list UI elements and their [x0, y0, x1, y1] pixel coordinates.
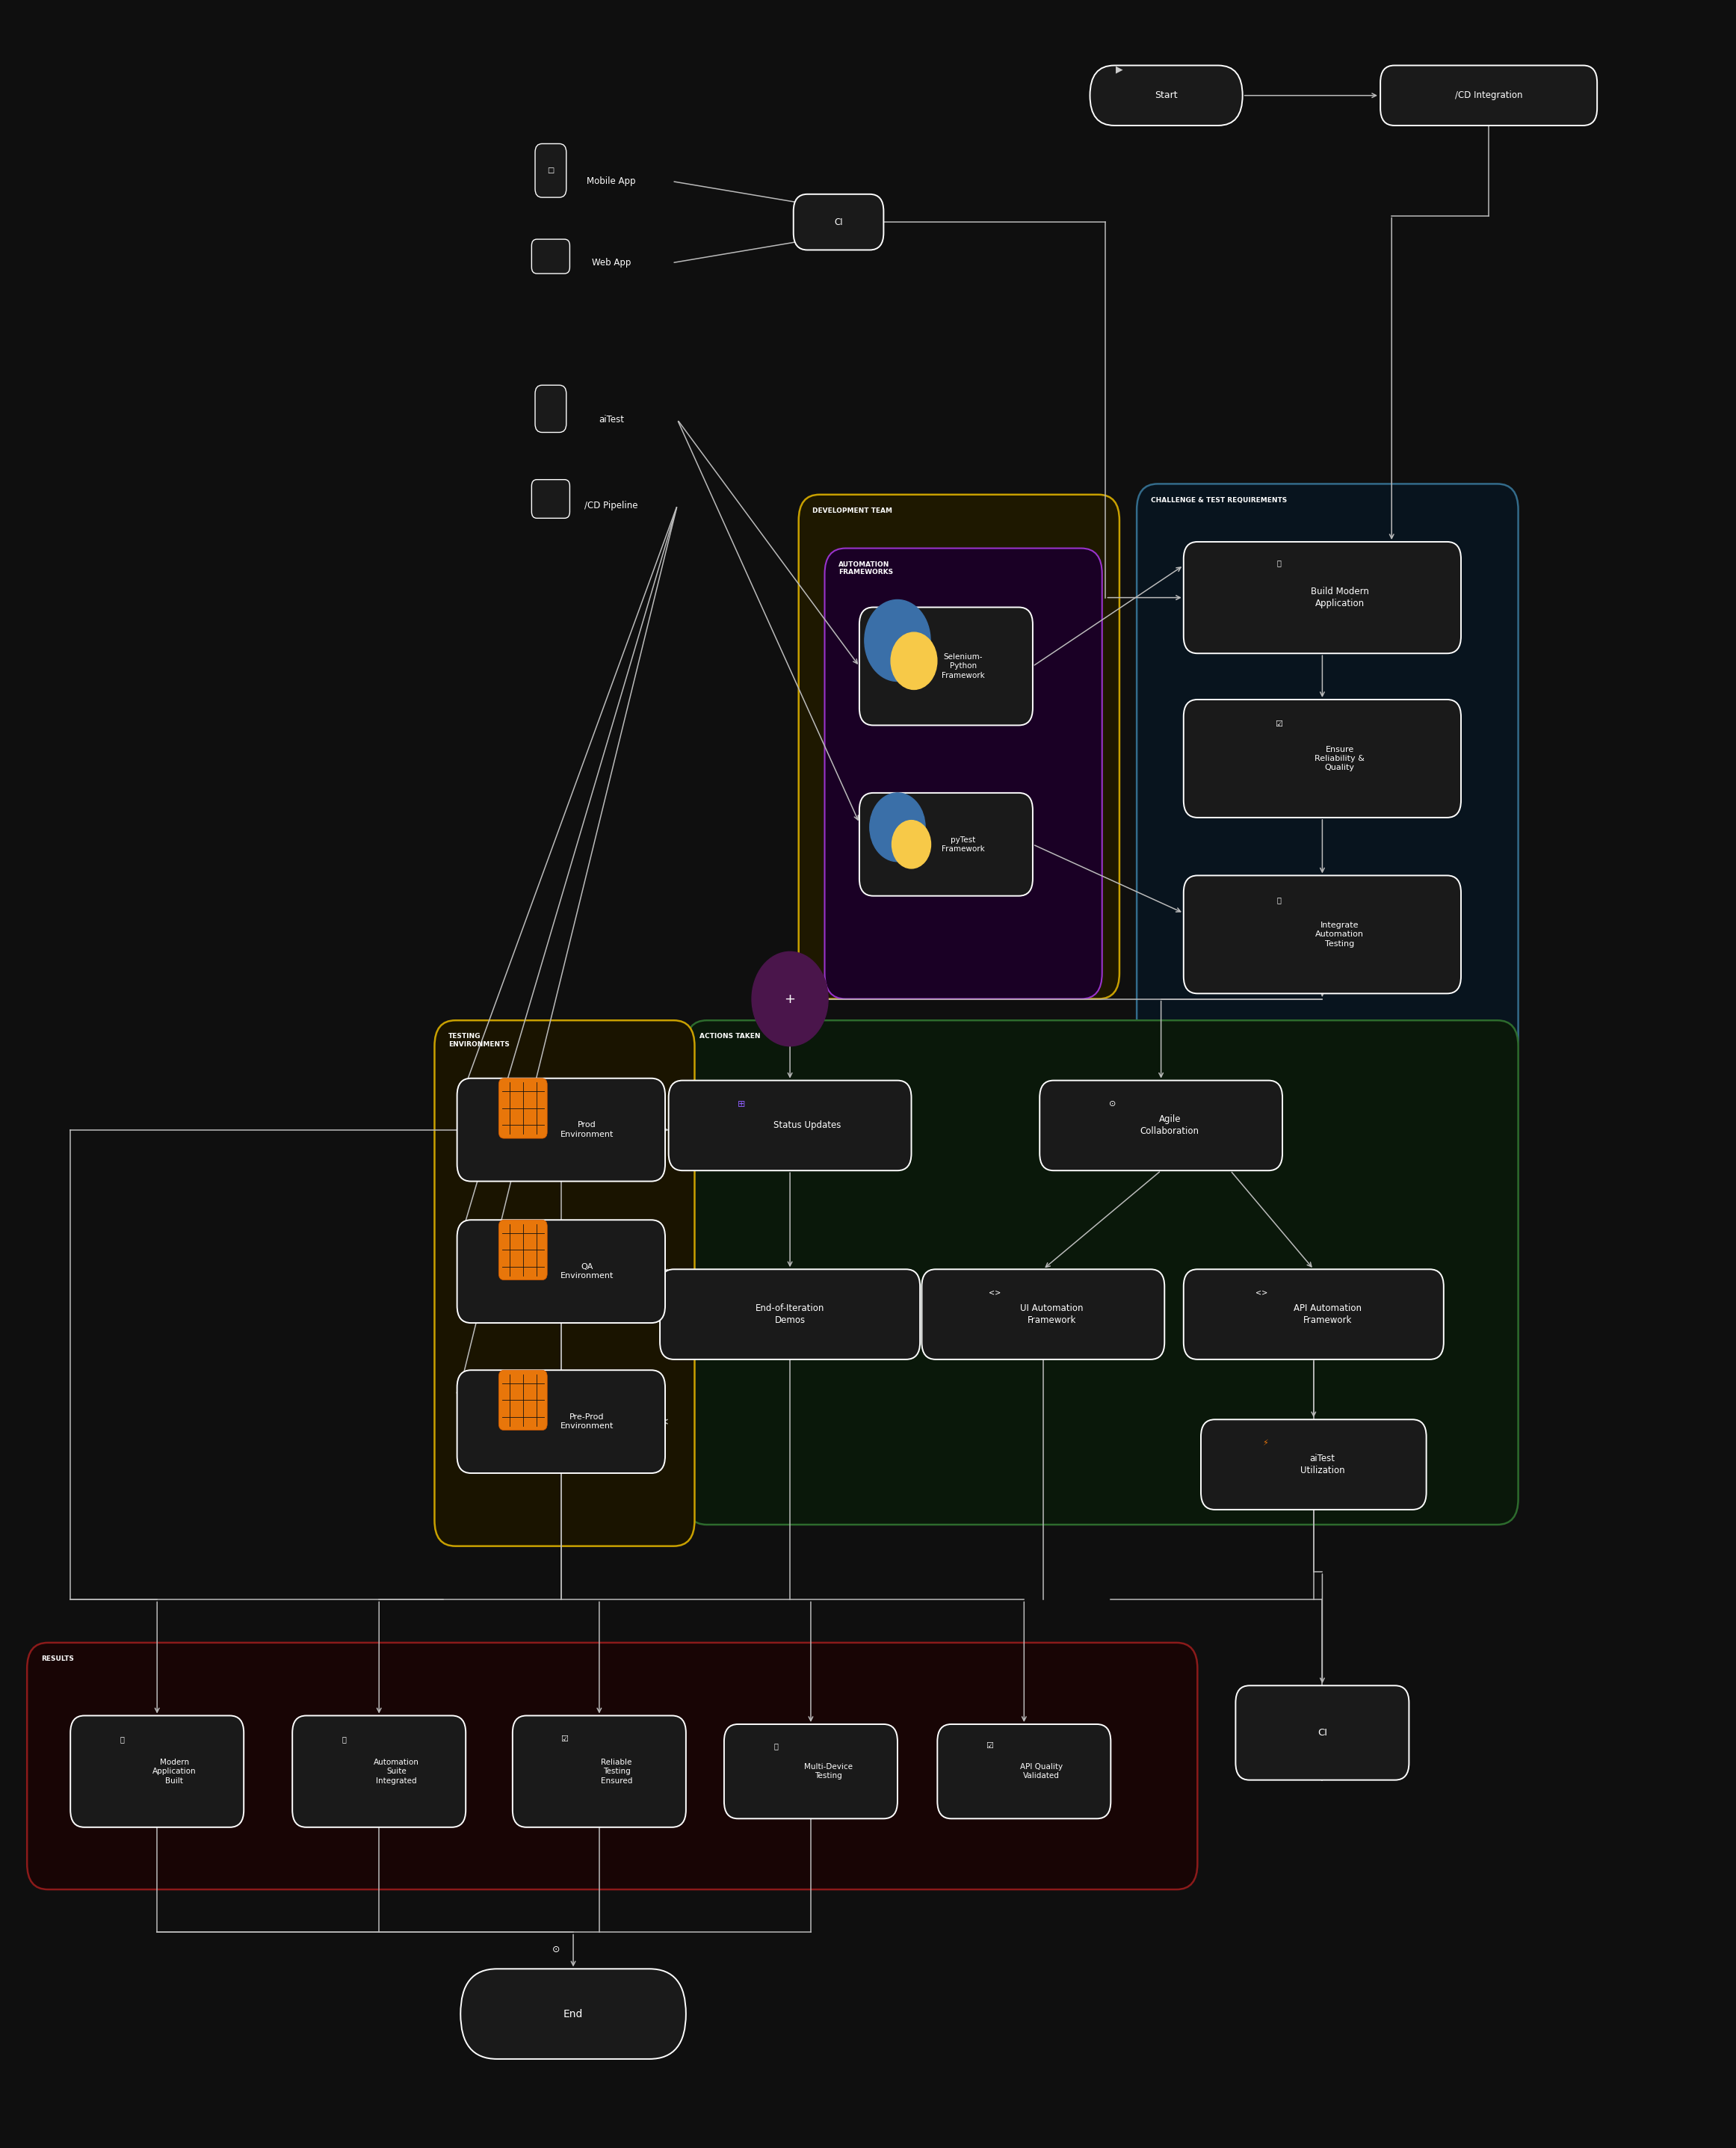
FancyBboxPatch shape	[531, 479, 569, 518]
FancyBboxPatch shape	[292, 1716, 465, 1828]
Text: Ensure
Reliability &
Quality: Ensure Reliability & Quality	[1314, 745, 1364, 771]
FancyBboxPatch shape	[498, 1078, 547, 1138]
Text: Selenium-
Python
Framework: Selenium- Python Framework	[943, 653, 984, 679]
Text: ☑: ☑	[1276, 720, 1283, 728]
Text: RESULTS: RESULTS	[42, 1656, 73, 1663]
FancyBboxPatch shape	[1137, 483, 1519, 1063]
Text: Prod
Environment: Prod Environment	[561, 1121, 615, 1138]
Text: End: End	[564, 2008, 583, 2019]
Text: ⬜: ⬜	[774, 1742, 778, 1748]
FancyBboxPatch shape	[686, 1020, 1519, 1525]
Text: Integrate
Automation
Testing: Integrate Automation Testing	[1316, 921, 1364, 947]
FancyBboxPatch shape	[793, 193, 884, 249]
Text: /CD Integration: /CD Integration	[1455, 90, 1522, 101]
Text: □: □	[547, 168, 554, 174]
Text: Multi-Device
Testing: Multi-Device Testing	[804, 1764, 852, 1781]
Text: aiTest
Utilization: aiTest Utilization	[1300, 1454, 1345, 1476]
Text: Start: Start	[1154, 90, 1177, 101]
Text: ☑: ☑	[561, 1736, 568, 1742]
FancyBboxPatch shape	[535, 384, 566, 432]
FancyBboxPatch shape	[859, 608, 1033, 726]
FancyBboxPatch shape	[922, 1269, 1165, 1360]
Text: Agile
Collaboration: Agile Collaboration	[1141, 1115, 1200, 1136]
FancyBboxPatch shape	[531, 238, 569, 273]
FancyBboxPatch shape	[71, 1716, 243, 1828]
FancyBboxPatch shape	[512, 1716, 686, 1828]
Text: Pre-Prod
Environment: Pre-Prod Environment	[561, 1413, 615, 1431]
Text: Modern
Application
Built: Modern Application Built	[153, 1759, 196, 1785]
Text: UI Automation
Framework: UI Automation Framework	[1021, 1304, 1083, 1325]
FancyBboxPatch shape	[1184, 541, 1462, 653]
FancyBboxPatch shape	[660, 1269, 920, 1360]
Text: TESTING
ENVIRONMENTS: TESTING ENVIRONMENTS	[448, 1033, 510, 1048]
Text: ⬜: ⬜	[1276, 896, 1281, 904]
Circle shape	[865, 599, 930, 681]
FancyBboxPatch shape	[457, 1370, 665, 1474]
Text: Web App: Web App	[592, 258, 630, 268]
FancyBboxPatch shape	[825, 548, 1102, 999]
FancyBboxPatch shape	[498, 1220, 547, 1280]
Text: DEVELOPMENT TEAM: DEVELOPMENT TEAM	[812, 507, 892, 513]
Text: End-of-Iteration
Demos: End-of-Iteration Demos	[755, 1304, 825, 1325]
Text: pyTest
Framework: pyTest Framework	[943, 836, 984, 853]
Text: aiTest: aiTest	[599, 415, 623, 425]
FancyBboxPatch shape	[724, 1725, 898, 1819]
Text: API Automation
Framework: API Automation Framework	[1293, 1304, 1361, 1325]
FancyBboxPatch shape	[457, 1220, 665, 1323]
FancyBboxPatch shape	[535, 144, 566, 198]
FancyBboxPatch shape	[1184, 876, 1462, 995]
FancyBboxPatch shape	[498, 1370, 547, 1431]
Text: ⊙: ⊙	[552, 1944, 559, 1955]
FancyBboxPatch shape	[1380, 64, 1597, 125]
Text: ⬜: ⬜	[120, 1736, 125, 1742]
FancyBboxPatch shape	[1090, 64, 1243, 125]
Text: ⬜: ⬜	[1276, 558, 1281, 567]
Text: ▶: ▶	[1116, 64, 1123, 75]
Text: Status Updates: Status Updates	[774, 1121, 840, 1130]
FancyBboxPatch shape	[859, 793, 1033, 896]
Text: <>: <>	[988, 1289, 1000, 1297]
Circle shape	[891, 632, 937, 690]
Text: ⊙: ⊙	[1109, 1100, 1116, 1108]
Text: Build Modern
Application: Build Modern Application	[1311, 586, 1368, 608]
FancyBboxPatch shape	[457, 1078, 665, 1181]
Circle shape	[870, 793, 925, 861]
Text: API Quality
Validated: API Quality Validated	[1021, 1764, 1062, 1781]
FancyBboxPatch shape	[1184, 700, 1462, 818]
FancyBboxPatch shape	[434, 1020, 694, 1547]
Text: CI: CI	[1318, 1727, 1326, 1738]
FancyBboxPatch shape	[1184, 1269, 1444, 1360]
Text: +: +	[785, 992, 795, 1005]
FancyBboxPatch shape	[937, 1725, 1111, 1819]
Text: /CD Pipeline: /CD Pipeline	[585, 500, 639, 511]
Text: CI: CI	[835, 217, 844, 228]
FancyBboxPatch shape	[1040, 1080, 1283, 1171]
Text: Mobile App: Mobile App	[587, 176, 635, 187]
Text: ACTIONS TAKEN: ACTIONS TAKEN	[700, 1033, 760, 1040]
Text: <>: <>	[1255, 1289, 1267, 1297]
Text: Reliable
Testing
Ensured: Reliable Testing Ensured	[601, 1759, 632, 1785]
FancyBboxPatch shape	[1201, 1420, 1427, 1510]
Circle shape	[752, 952, 828, 1046]
Text: ☑: ☑	[986, 1742, 993, 1748]
FancyBboxPatch shape	[28, 1643, 1198, 1890]
FancyBboxPatch shape	[799, 494, 1120, 999]
Circle shape	[892, 821, 930, 868]
Text: ⊞: ⊞	[738, 1100, 745, 1108]
FancyBboxPatch shape	[1236, 1686, 1410, 1781]
FancyBboxPatch shape	[668, 1080, 911, 1171]
Text: ⬜: ⬜	[342, 1736, 347, 1742]
Text: AUTOMATION
FRAMEWORKS: AUTOMATION FRAMEWORKS	[838, 561, 892, 576]
Text: CHALLENGE & TEST REQUIREMENTS: CHALLENGE & TEST REQUIREMENTS	[1151, 496, 1286, 503]
Text: QA
Environment: QA Environment	[561, 1263, 615, 1280]
FancyBboxPatch shape	[460, 1970, 686, 2060]
Text: ⚡: ⚡	[1262, 1439, 1267, 1448]
Text: Automation
Suite
Integrated: Automation Suite Integrated	[373, 1759, 418, 1785]
